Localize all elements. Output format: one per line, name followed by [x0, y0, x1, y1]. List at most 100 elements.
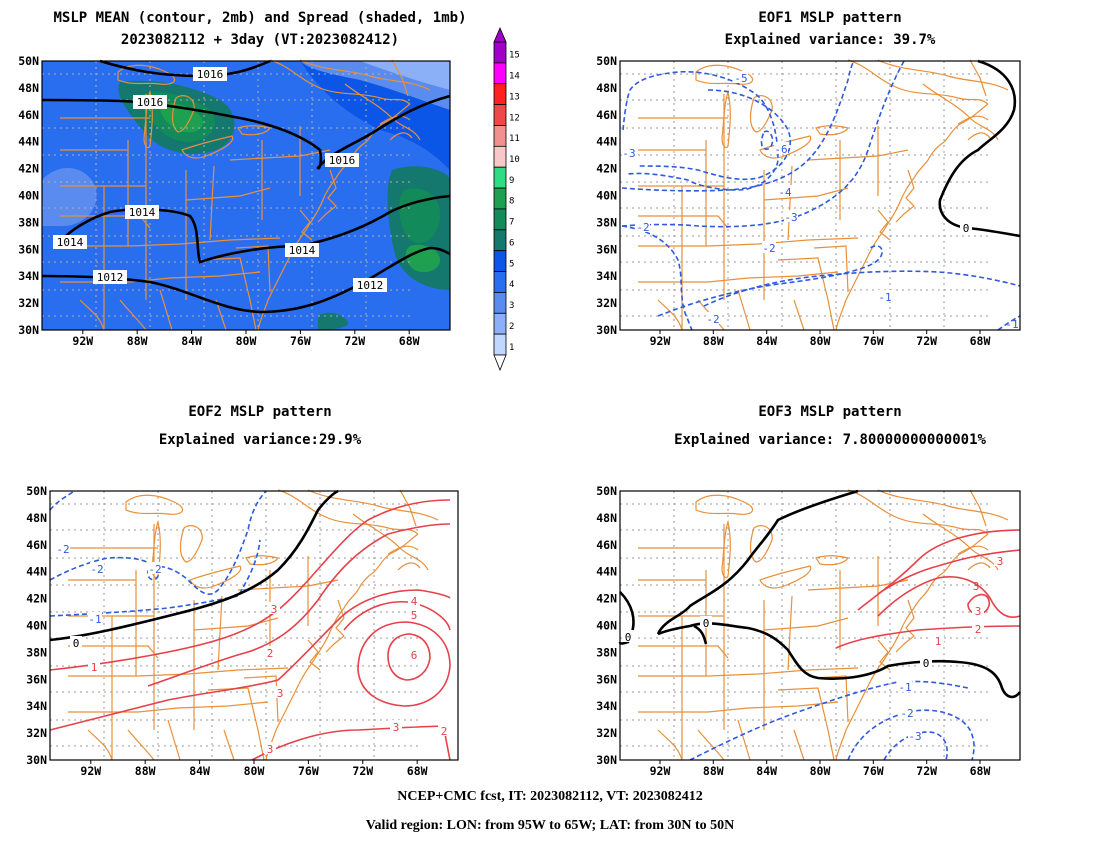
- panel4-lat-label-38N: 38N: [596, 645, 617, 659]
- panel2-lat-label-50N: 50N: [596, 54, 617, 68]
- panel1-lat-label-32N: 32N: [18, 296, 39, 310]
- panel3-lon-label-68W: 68W: [407, 764, 428, 778]
- eof3-label-neg3: -3: [908, 730, 921, 743]
- colorbar-label-10: 10: [509, 155, 520, 165]
- panel2-lon-label-84W: 84W: [756, 334, 777, 348]
- panel3-map: -2 -2 -2 -1 0 1 2 3 3 3 3 4 5 6 2: [49, 489, 459, 761]
- eof2-label-6: 6: [411, 649, 418, 662]
- panel1-lat-label-30N: 30N: [18, 323, 39, 337]
- eof2-label-2: 2: [267, 647, 274, 660]
- eof2-label-3-a: 3: [277, 687, 284, 700]
- colorbar-label-1: 1: [509, 343, 514, 353]
- eof2-label-neg2-c: -2: [148, 563, 161, 576]
- mean-label-1012-a: 1012: [97, 271, 124, 284]
- eof3-label-3-c: 3: [973, 580, 980, 593]
- panel1-title-line1: MSLP MEAN (contour, 2mb) and Spread (sha…: [53, 10, 467, 26]
- colorbar-swatch-5: [493, 250, 507, 272]
- eof2-label-1: 1: [91, 661, 98, 674]
- panel3-lat-label-46N: 46N: [26, 538, 47, 552]
- panel2-lat-label-40N: 40N: [596, 189, 617, 203]
- colorbar-swatch-3: [493, 291, 507, 314]
- eof3-label-0-c: 0: [923, 657, 930, 670]
- panel3-lat-label-44N: 44N: [26, 565, 47, 579]
- panel3-lat-label-50N: 50N: [26, 484, 47, 498]
- colorbar-label-3: 3: [509, 301, 514, 311]
- mean-label-1014-c: 1014: [289, 244, 316, 257]
- colorbar-label-2: 2: [509, 322, 514, 332]
- panel1-lon-label-68W: 68W: [399, 334, 420, 348]
- colorbar-label-7: 7: [509, 218, 514, 228]
- colorbar-label-15: 15: [509, 51, 520, 61]
- colorbar-swatch-1: [493, 333, 507, 356]
- eof3-label-0-b: 0: [703, 617, 710, 630]
- panel2-lat-label-44N: 44N: [596, 135, 617, 149]
- colorbar-label-14: 14: [509, 72, 520, 82]
- eof1-label-neg1-a: -1: [878, 291, 891, 304]
- mean-label-1012-b: 1012: [357, 279, 384, 292]
- eof1-label-neg2-c: -2: [706, 313, 719, 326]
- panel4-lat-label-36N: 36N: [596, 672, 617, 686]
- panel3-lat-label-40N: 40N: [26, 619, 47, 633]
- panel1-lat-label-38N: 38N: [18, 215, 39, 229]
- panel4-lon-label-68W: 68W: [970, 764, 991, 778]
- colorbar-swatch-6: [493, 229, 507, 252]
- panel2-lat-label-42N: 42N: [596, 162, 617, 176]
- panel3-lon-label-72W: 72W: [352, 764, 373, 778]
- colorbar-label-5: 5: [509, 259, 514, 269]
- panel4-lat-label-34N: 34N: [596, 699, 617, 713]
- panel4-lat-label-40N: 40N: [596, 619, 617, 633]
- colorbar: 15 14 13 12 11 10 9 8 7 6 5 4 3 2 1: [493, 26, 520, 372]
- panel1-lon-label-76W: 76W: [290, 334, 311, 348]
- footer-line1: NCEP+CMC fcst, IT: 2023082112, VT: 20230…: [397, 789, 703, 804]
- panel1-lon-label-84W: 84W: [181, 334, 202, 348]
- panel3-title-line2: Explained variance:29.9%: [158, 432, 362, 448]
- eof2-label-neg2-a: -2: [56, 543, 69, 556]
- panel1-lon-label-92W: 92W: [72, 334, 93, 348]
- colorbar-swatch-10: [493, 145, 507, 168]
- mean-label-1016-b: 1016: [137, 96, 164, 109]
- panel4-lon-label-92W: 92W: [650, 764, 671, 778]
- panel1-lat-label-34N: 34N: [18, 269, 39, 283]
- panel3-lat-label-48N: 48N: [26, 511, 47, 525]
- eof2-label-3-d: 3: [271, 603, 278, 616]
- panel1-lon-label-88W: 88W: [127, 334, 148, 348]
- panel2-lon-label-92W: 92W: [650, 334, 671, 348]
- eof3-label-3-a: 3: [975, 605, 982, 618]
- colorbar-swatch-7: [493, 208, 507, 231]
- panel4-lon-label-84W: 84W: [756, 764, 777, 778]
- panel2-lat-label-30N: 30N: [596, 323, 617, 337]
- colorbar-swatch-9: [493, 166, 507, 189]
- panel3-lat-label-34N: 34N: [26, 699, 47, 713]
- panel3-title: EOF2 MSLP pattern Explained variance:29.…: [50, 404, 470, 448]
- panel3-lon-label-92W: 92W: [80, 764, 101, 778]
- panel3-lat-label-36N: 36N: [26, 672, 47, 686]
- eof2-label-3-c: 3: [393, 721, 400, 734]
- panel3-lat-label-38N: 38N: [26, 645, 47, 659]
- mean-label-1016-c: 1016: [329, 154, 356, 167]
- panel1-lat-label-46N: 46N: [18, 108, 39, 122]
- eof2-label-4: 4: [411, 595, 418, 608]
- colorbar-label-4: 4: [509, 280, 514, 290]
- eof2-label-2-b: 2: [441, 725, 448, 738]
- eof1-label-neg4: -4: [778, 186, 792, 199]
- eof2-label-neg2-b: -2: [90, 563, 103, 576]
- panel3-lon-label-80W: 80W: [244, 764, 265, 778]
- panel1-lat-label-42N: 42N: [18, 162, 39, 176]
- colorbar-label-8: 8: [509, 197, 514, 207]
- panel3-lon-label-84W: 84W: [189, 764, 210, 778]
- panel4-lon-label-72W: 72W: [916, 764, 937, 778]
- panel4-title-line1: EOF3 MSLP pattern: [758, 404, 902, 420]
- panel1-map: 1016 1016 1016 1014 1014 1014 1012 1012: [41, 59, 451, 331]
- eof2-label-neg1: -1: [88, 613, 101, 626]
- panel1-lon-label-80W: 80W: [236, 334, 257, 348]
- panel2-map: -5 -6 -4 -3 -2 -2 -2 -1 -1 0 -3: [619, 59, 1021, 331]
- mean-label-1016-a: 1016: [197, 68, 224, 81]
- colorbar-swatch-11: [493, 125, 507, 147]
- panel4-lon-label-76W: 76W: [863, 764, 884, 778]
- panel4-lat-label-46N: 46N: [596, 538, 617, 552]
- eof1-label-neg3-b: -3: [622, 147, 635, 160]
- panel2-lat-label-34N: 34N: [596, 269, 617, 283]
- colorbar-swatch-13: [493, 83, 507, 105]
- eof1-label-neg5: -5: [734, 72, 747, 85]
